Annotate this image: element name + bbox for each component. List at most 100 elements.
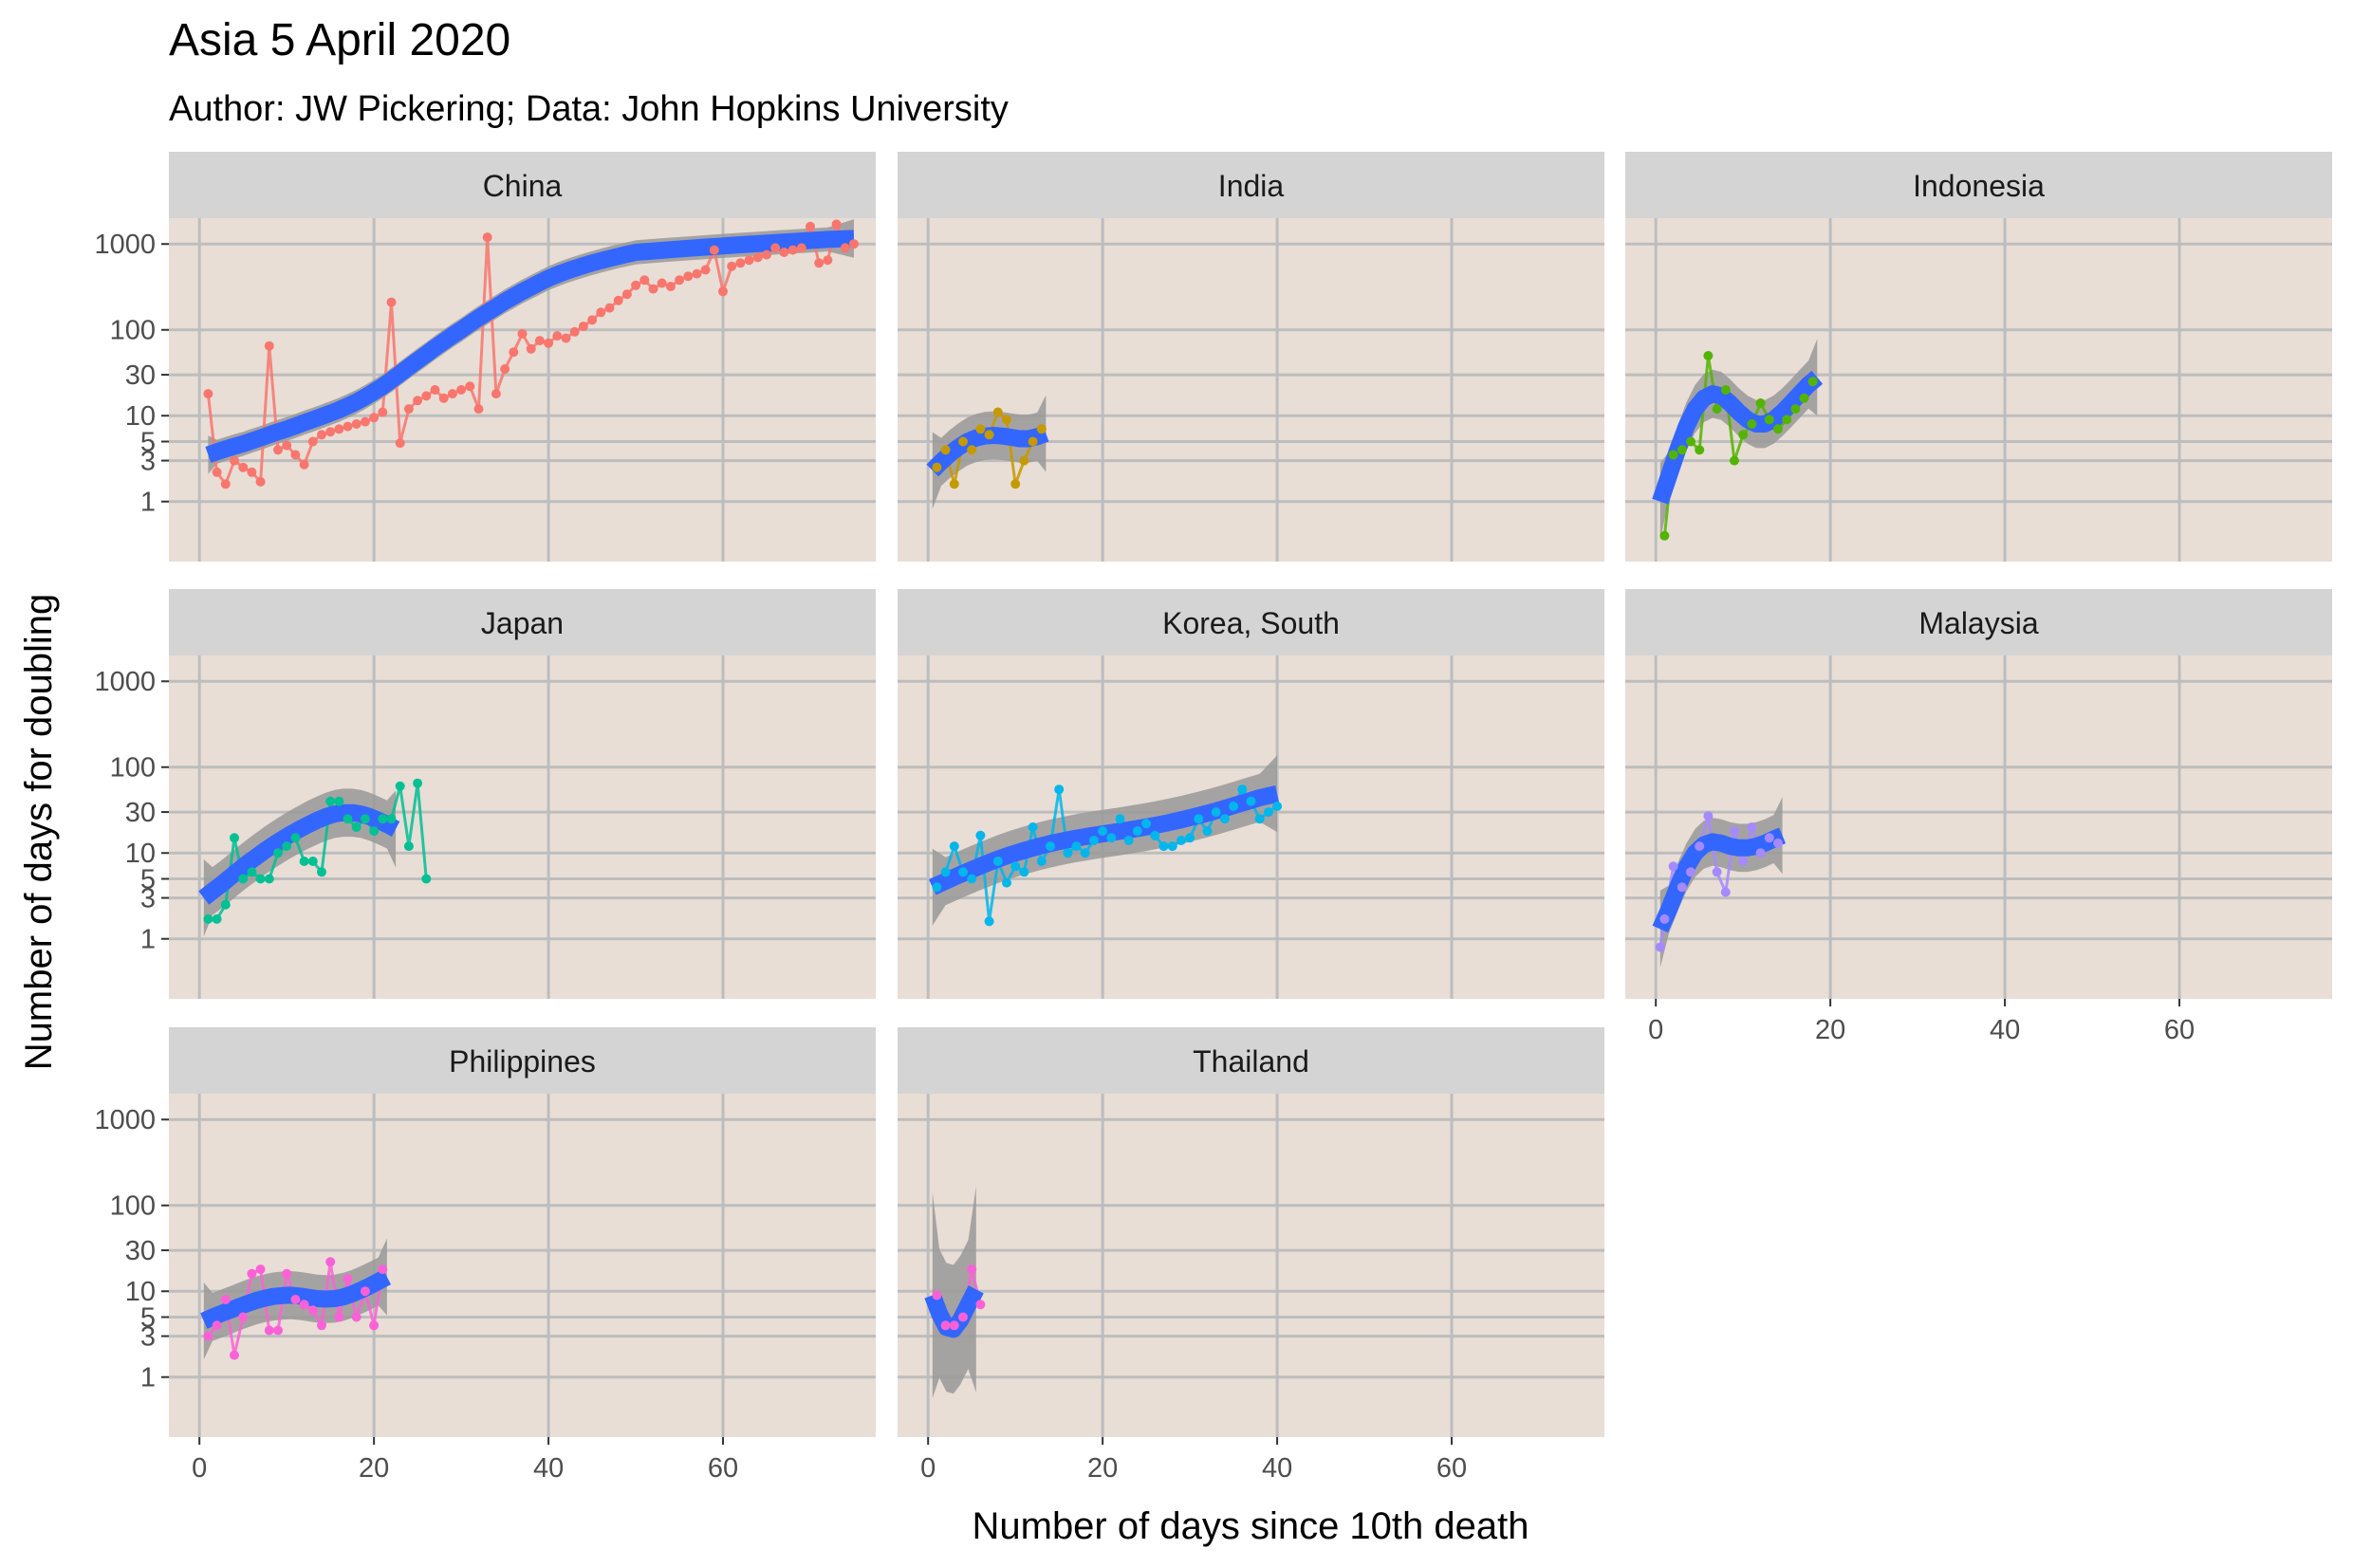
data-point — [386, 814, 397, 824]
data-point — [212, 913, 222, 924]
data-point — [230, 833, 239, 843]
data-point — [1010, 861, 1021, 872]
data-point — [1054, 784, 1065, 795]
y-tick-label: 100 — [110, 753, 156, 784]
data-point — [940, 445, 951, 455]
data-point — [770, 243, 781, 253]
data-point — [1773, 838, 1783, 848]
data-point — [273, 445, 283, 455]
facet-strip-label: Korea, South — [1162, 606, 1340, 640]
data-point — [238, 874, 249, 884]
data-point — [473, 404, 484, 415]
data-point — [975, 424, 986, 434]
data-point — [378, 1264, 388, 1275]
data-point — [212, 1320, 222, 1331]
data-point — [1071, 841, 1082, 852]
data-point — [1659, 913, 1670, 924]
facet-panel-malaysia: Malaysia 0 20 40 60 — [1625, 589, 2332, 1045]
x-tick-label: 40 — [1262, 1453, 1292, 1484]
facet-strip — [898, 1027, 1604, 1094]
data-point — [307, 857, 318, 866]
data-point — [578, 322, 588, 331]
data-point — [1019, 867, 1029, 877]
data-point — [958, 867, 968, 877]
data-point — [1098, 826, 1108, 837]
data-point — [1141, 819, 1152, 829]
data-point — [325, 796, 336, 806]
data-point — [621, 289, 632, 300]
data-point — [369, 413, 380, 423]
data-point — [369, 1320, 380, 1331]
data-point — [1088, 836, 1099, 845]
data-point — [307, 1305, 318, 1316]
data-point — [230, 1350, 239, 1360]
panel-background — [898, 1094, 1604, 1437]
data-point — [849, 239, 859, 249]
plot-area — [924, 1186, 986, 1398]
facet-panel-india: India — [898, 152, 1604, 562]
data-point — [596, 307, 606, 318]
data-point — [967, 1264, 977, 1275]
data-point — [1695, 445, 1705, 455]
facet-strip — [169, 589, 876, 655]
data-point — [255, 476, 266, 487]
panel-background — [898, 218, 1604, 562]
data-point — [831, 219, 842, 230]
data-point — [587, 315, 598, 325]
data-point — [1695, 841, 1705, 852]
facet-strip-label: India — [1218, 169, 1285, 203]
data-point — [1720, 385, 1731, 395]
data-point — [273, 848, 283, 858]
data-point — [1764, 833, 1774, 843]
data-point — [282, 841, 292, 852]
y-tick-label: 1 — [140, 925, 156, 955]
data-point — [343, 421, 353, 432]
plot-area — [926, 395, 1049, 509]
data-point — [1747, 419, 1757, 429]
data-point — [255, 874, 266, 884]
data-point — [1263, 807, 1273, 818]
data-point — [569, 326, 580, 337]
data-point — [1272, 802, 1283, 811]
facet-strip — [1625, 152, 2332, 218]
data-point — [1686, 436, 1695, 447]
data-point — [360, 814, 370, 824]
data-point — [421, 874, 432, 884]
data-point — [932, 882, 942, 893]
y-tick-label: 100 — [110, 316, 156, 346]
data-point — [378, 814, 388, 824]
data-point — [1668, 450, 1678, 460]
data-point — [247, 867, 257, 877]
data-point — [438, 393, 449, 403]
data-point — [421, 391, 432, 401]
facet-panel-indonesia: Indonesia — [1625, 152, 2332, 562]
y-tick-label: 10 — [125, 1277, 156, 1307]
data-point — [1211, 807, 1221, 818]
data-point — [500, 364, 510, 374]
facet-strip-label: Japan — [481, 606, 564, 640]
data-point — [975, 830, 986, 840]
y-tick-label: 3 — [140, 447, 156, 477]
data-point — [1254, 814, 1265, 824]
data-point — [787, 245, 798, 255]
x-tick-label: 20 — [359, 1453, 389, 1484]
data-point — [639, 275, 650, 286]
data-point — [403, 404, 414, 415]
data-point — [1720, 887, 1731, 897]
data-point — [1202, 826, 1213, 837]
data-point — [1703, 351, 1714, 360]
data-point — [992, 857, 1003, 866]
data-point — [949, 841, 959, 852]
data-point — [386, 297, 397, 307]
confidence-ribbon — [1659, 339, 1818, 541]
y-tick-label: 5 — [140, 427, 156, 457]
chart-title: Asia 5 April 2020 — [169, 15, 510, 65]
data-point — [1019, 455, 1029, 466]
data-point — [744, 255, 754, 266]
data-point — [700, 265, 711, 275]
data-point — [317, 1320, 326, 1331]
data-point — [282, 1268, 292, 1279]
data-point — [1167, 841, 1177, 852]
